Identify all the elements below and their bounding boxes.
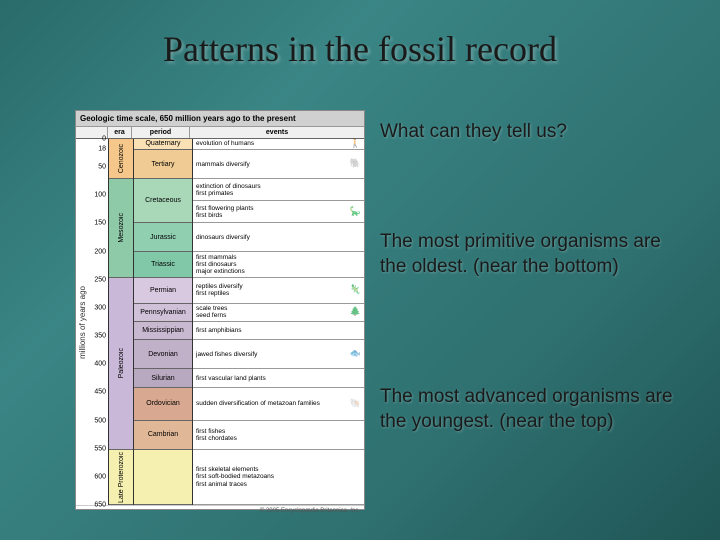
- events-column: evolution of humans🚶mammals diversify🐘ex…: [193, 139, 364, 505]
- period-cell: Tertiary: [134, 150, 192, 179]
- event-cell: first flowering plantsfirst birds🦕: [193, 201, 364, 223]
- chart-column-headers: era period events: [76, 127, 364, 139]
- event-cell: first skeletal elementsfirst soft-bodied…: [193, 450, 364, 505]
- y-tick: 100: [94, 192, 106, 199]
- period-cell: Silurian: [134, 369, 192, 387]
- event-cell: dinosaurs diversify: [193, 223, 364, 252]
- y-tick: 0: [102, 136, 106, 143]
- col-events: events: [190, 127, 364, 138]
- chart-body: millions of years ago 0 18 50 100 150 200 250 3…: [76, 139, 364, 505]
- geologic-time-chart: Geologic time scale, 650 million years a…: [75, 110, 365, 510]
- y-tick: 200: [94, 248, 106, 255]
- era-cell: Paleozoic: [109, 278, 133, 450]
- event-icon: 🦎: [347, 285, 361, 295]
- answer-text-2: The most advanced organisms are the youn…: [380, 385, 690, 434]
- event-cell: evolution of humans🚶: [193, 139, 364, 150]
- period-cell: [134, 450, 192, 505]
- answer-text-1: The most primitive organisms are the old…: [380, 230, 690, 279]
- event-cell: first amphibians: [193, 322, 364, 340]
- event-icon: 🌲: [347, 307, 361, 317]
- y-tick: 18: [98, 146, 106, 153]
- event-icon: 🦕: [347, 207, 361, 217]
- y-tick: 150: [94, 220, 106, 227]
- event-cell: mammals diversify🐘: [193, 150, 364, 179]
- slide: Patterns in the fossil record Geologic t…: [0, 0, 720, 540]
- event-icon: 🐘: [347, 159, 361, 169]
- event-icon: 🐟: [347, 349, 361, 359]
- y-tick: 550: [94, 445, 106, 452]
- event-cell: jawed fishes diversify🐟: [193, 340, 364, 369]
- era-cell: Late Proterozoic: [109, 450, 133, 505]
- period-column: QuaternaryTertiaryCretaceousJurassicTria…: [134, 139, 193, 505]
- question-text: What can they tell us?: [380, 120, 690, 145]
- period-cell: Mississippian: [134, 322, 192, 340]
- y-tick: 250: [94, 276, 106, 283]
- y-tick: 400: [94, 361, 106, 368]
- period-cell: Pennsylvanian: [134, 304, 192, 322]
- chart-header: Geologic time scale, 650 million years a…: [76, 111, 364, 127]
- period-cell: Quaternary: [134, 139, 192, 150]
- period-cell: Cambrian: [134, 421, 192, 450]
- period-cell: Cretaceous: [134, 179, 192, 223]
- event-icon: 🚶: [347, 139, 361, 149]
- y-tick: 600: [94, 473, 106, 480]
- y-tick: 500: [94, 417, 106, 424]
- slide-title: Patterns in the fossil record: [0, 28, 720, 70]
- period-cell: Devonian: [134, 340, 192, 369]
- event-icon: 🐚: [347, 399, 361, 409]
- col-period: period: [132, 127, 190, 138]
- period-cell: Triassic: [134, 252, 192, 278]
- col-era: era: [108, 127, 132, 138]
- y-tick: 300: [94, 304, 106, 311]
- y-tick: 50: [98, 164, 106, 171]
- event-cell: first vascular land plants: [193, 369, 364, 387]
- y-tick: 450: [94, 389, 106, 396]
- y-axis: 0185010015020025030035040045050055060065…: [88, 139, 109, 505]
- y-axis-label: millions of years ago: [76, 139, 88, 505]
- event-cell: scale treesseed ferns🌲: [193, 304, 364, 322]
- era-cell: Mesozoic: [109, 179, 133, 278]
- era-cell: Cenozoic: [109, 139, 133, 179]
- period-cell: Permian: [134, 278, 192, 304]
- event-cell: first fishesfirst chordates: [193, 421, 364, 450]
- y-tick: 350: [94, 333, 106, 340]
- period-cell: Jurassic: [134, 223, 192, 252]
- y-tick: 650: [94, 502, 106, 509]
- chart-footer: © 2005 Encyclopædia Britannica, Inc.: [76, 505, 364, 516]
- era-column: CenozoicMesozoicPaleozoicLate Proterozoi…: [109, 139, 134, 505]
- period-cell: Ordovician: [134, 388, 192, 421]
- event-cell: reptiles diversifyfirst reptiles🦎: [193, 278, 364, 304]
- event-cell: extinction of dinosaursfirst primates: [193, 179, 364, 201]
- event-cell: sudden diversification of metazoan famil…: [193, 388, 364, 421]
- event-cell: first mammalsfirst dinosaursmajor extinc…: [193, 252, 364, 278]
